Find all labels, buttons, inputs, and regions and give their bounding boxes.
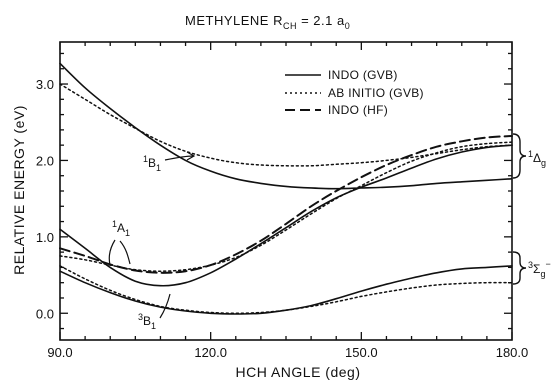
arrow-a1-left	[108, 239, 116, 266]
svg-text:1A1: 1A1	[112, 219, 130, 238]
legend-label-ab-initio-gvb: AB INITIO (GVB)	[328, 86, 424, 100]
series-1a1-dashed	[59, 135, 513, 274]
x-tick-label: 180.0	[496, 345, 529, 360]
series-1b1-solid	[59, 62, 513, 190]
brace-delta-g: 1Δg	[512, 133, 546, 179]
svg-text:3B1: 3B1	[138, 312, 156, 331]
arrow-triplet-b1	[159, 293, 171, 319]
annotation-singlet-b1: 1B1	[143, 151, 196, 173]
legend-label-indo-hf: INDO (HF)	[328, 103, 388, 117]
legend: INDO (GVB) AB INITIO (GVB) INDO (HF)	[285, 68, 424, 117]
arrow-a1-right	[119, 240, 131, 265]
svg-text:1Δg: 1Δg	[528, 149, 546, 168]
axis-ticks	[59, 42, 513, 340]
svg-text:1B1: 1B1	[143, 154, 161, 173]
svg-text:3Σg−: 3Σg−	[528, 259, 551, 279]
series-1a1-solid	[59, 144, 513, 287]
chart-title: METHYLENE RCH = 2.1 a0	[185, 13, 350, 31]
tick-labels: 90.0 120.0 150.0 180.0 0.0 1.0 2.0 3.0	[36, 77, 528, 360]
series-lines	[59, 62, 513, 315]
x-tick-label: 120.0	[194, 345, 227, 360]
annotation-singlet-a1: 1A1	[108, 219, 131, 266]
x-axis-label: HCH ANGLE (deg)	[236, 364, 361, 380]
x-tick-label: 150.0	[345, 345, 378, 360]
series-3b1-dotted	[59, 265, 513, 315]
y-tick-label: 1.0	[36, 230, 54, 245]
plot-frame	[59, 41, 513, 341]
series-1b1-dotted	[59, 83, 513, 167]
y-tick-label: 2.0	[36, 153, 54, 168]
legend-label-indo-gvb: INDO (GVB)	[328, 68, 398, 82]
y-tick-label: 3.0	[36, 77, 54, 92]
brace-sigma-g: 3Σg−	[512, 251, 551, 285]
y-axis-label: RELATIVE ENERGY (eV)	[11, 105, 27, 275]
x-tick-label: 90.0	[47, 345, 72, 360]
y-tick-label: 0.0	[36, 306, 54, 321]
series-1a1-dotted	[59, 141, 513, 272]
arrow-b1-to-curves	[164, 155, 194, 161]
annotation-triplet-b1: 3B1	[138, 293, 171, 331]
series-3b1-solid	[59, 265, 513, 315]
